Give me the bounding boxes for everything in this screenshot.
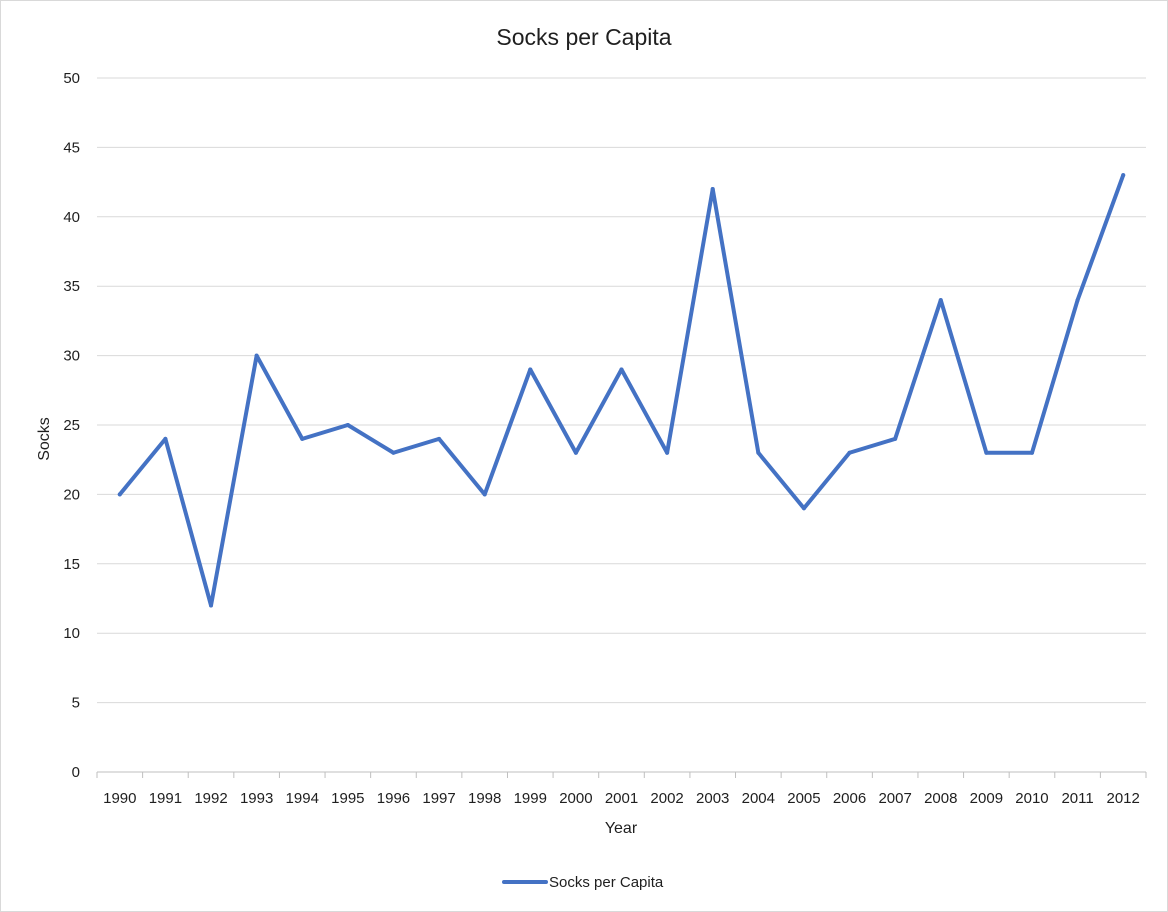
data-point	[163, 436, 168, 441]
x-tick-label: 1990	[103, 790, 136, 807]
y-tick-label: 10	[63, 625, 80, 642]
x-axis-label: Year	[605, 820, 638, 837]
x-tick-label: 1991	[149, 790, 182, 807]
y-tick-label: 40	[63, 209, 80, 226]
data-point	[528, 367, 533, 372]
x-tick-label: 2001	[605, 790, 638, 807]
data-point	[254, 353, 259, 358]
data-point	[619, 367, 624, 372]
x-tick-label: 1996	[377, 790, 410, 807]
data-point	[847, 450, 852, 455]
data-point	[756, 450, 761, 455]
chart-title: Socks per Capita	[496, 24, 671, 50]
y-tick-label: 30	[63, 348, 80, 365]
data-point	[1029, 450, 1034, 455]
x-tick-label: 2003	[696, 790, 729, 807]
x-tick-label: 1999	[514, 790, 547, 807]
x-tick-label: 1994	[286, 790, 319, 807]
x-tick-label: 2010	[1015, 790, 1048, 807]
data-point	[209, 603, 214, 608]
y-tick-label: 25	[63, 417, 80, 434]
legend-label: Socks per Capita	[549, 874, 664, 891]
data-point	[391, 450, 396, 455]
data-point	[984, 450, 989, 455]
data-point	[1075, 298, 1080, 303]
y-tick-label: 45	[63, 139, 80, 156]
x-tick-label: 2006	[833, 790, 866, 807]
x-tick-label: 2009	[970, 790, 1003, 807]
series-line	[117, 173, 1126, 608]
y-axis-label: Socks	[36, 417, 53, 461]
x-tick-label: 2012	[1107, 790, 1140, 807]
data-point	[938, 298, 943, 303]
y-tick-label: 35	[63, 278, 80, 295]
x-tick-label: 1998	[468, 790, 501, 807]
data-point	[117, 492, 122, 497]
data-point	[573, 450, 578, 455]
data-point	[801, 506, 806, 511]
y-tick-label: 15	[63, 556, 80, 573]
series-layer	[117, 173, 1126, 608]
x-tick-label: 2000	[559, 790, 592, 807]
data-point	[482, 492, 487, 497]
x-tick-label: 1992	[194, 790, 227, 807]
x-tick-label: 2011	[1061, 790, 1093, 807]
x-tick-label: 2007	[878, 790, 911, 807]
data-point	[893, 436, 898, 441]
x-tick-label: 2004	[742, 790, 775, 807]
x-axis-ticks	[96, 772, 1147, 778]
data-point	[300, 436, 305, 441]
x-tick-label: 1993	[240, 790, 273, 807]
x-tick-label: 2002	[650, 790, 683, 807]
data-point	[1121, 173, 1126, 178]
x-tick-label: 1997	[422, 790, 455, 807]
gridlines	[97, 77, 1146, 704]
x-tick-label: 2008	[924, 790, 957, 807]
x-tick-label: 1995	[331, 790, 364, 807]
data-point	[437, 436, 442, 441]
x-tick-label: 2005	[787, 790, 820, 807]
legend: Socks per Capita	[502, 874, 664, 891]
y-tick-label: 0	[72, 764, 80, 781]
y-tick-label: 5	[72, 695, 80, 712]
y-tick-label: 50	[63, 70, 80, 87]
data-point	[665, 450, 670, 455]
data-point	[710, 187, 715, 192]
y-tick-label: 20	[63, 486, 80, 503]
x-axis-tick-labels: 1990 1991 1992 1993 1994 1995 1996 1997 1998 1999…	[103, 790, 1140, 807]
data-point	[345, 423, 350, 427]
y-axis-tick-labels: 0 5 10 15 20 25 30 35 40 45 50	[63, 70, 80, 781]
